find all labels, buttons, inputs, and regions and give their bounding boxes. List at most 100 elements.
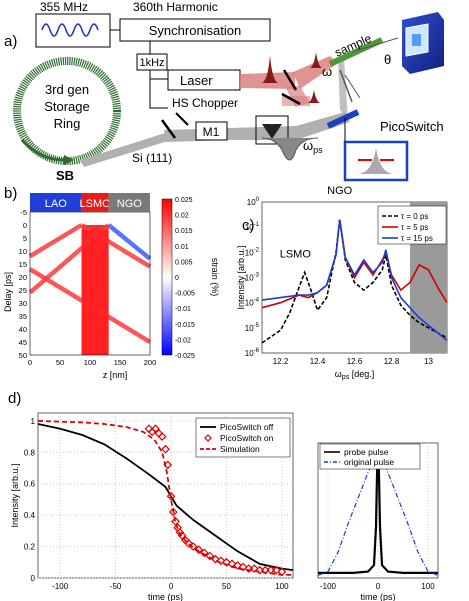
rf-frequency-label: 355 MHz [40, 0, 88, 14]
colorbar-tick: -0.015 [175, 322, 195, 329]
si-crystal [160, 119, 177, 139]
transient-marker [199, 548, 209, 558]
storage-ring [13, 57, 121, 165]
transient-marker [157, 432, 167, 441]
transient-marker [205, 551, 215, 561]
layer-header-lao [30, 193, 82, 212]
transient-marker [222, 557, 231, 567]
reflected-beam-upper [339, 69, 353, 103]
xray-beam-3 [230, 126, 296, 140]
theta-label: θ [384, 52, 391, 67]
transient-marker [260, 565, 270, 575]
layer-label-lsmo: LSMO [80, 198, 112, 210]
khz-to-chopper-wire [149, 79, 168, 109]
sample-plate [328, 37, 384, 67]
transient-legend-entry: PicoSwitch on [220, 433, 274, 443]
laser-beam-to-sample [293, 56, 338, 89]
transient-x-tick: 100 [275, 582, 289, 591]
pulse-x-tick: 100 [421, 582, 435, 591]
diffraction-y-tick: 10-3 [245, 273, 260, 283]
colorbar-tick: 0.02 [175, 213, 189, 220]
ring-label-line2: Storage [44, 99, 90, 114]
xray-pulse-profile [261, 137, 319, 161]
heatmap-y-tick: 20 [19, 273, 27, 282]
reflected-beam-lower [344, 74, 361, 99]
diffraction-series-1 [261, 219, 448, 344]
layer-label-ngo: NGO [117, 198, 143, 210]
laser-mirror-2 [281, 92, 301, 106]
heatmap-y-axis-label: Delay [ps] [3, 272, 13, 312]
colorbar-tick: 0.025 [175, 197, 193, 204]
strain-front-1 [28, 223, 83, 259]
transient-y-axis-label: Intensity [arb.u.] [10, 463, 20, 527]
colorbar-tick: -0.01 [175, 306, 191, 313]
laser-pulse-3 [308, 90, 320, 103]
electron-path-arrow [20, 138, 65, 162]
diffraction-legend-entry: τ = 15 ps [401, 234, 433, 243]
rf-sine-wave [41, 23, 99, 37]
heatmap-y-tick: 25 [19, 286, 27, 295]
diffraction-x-tick: 12.6 [347, 357, 363, 366]
electron-arrowhead-icon [64, 155, 74, 165]
transient-y-tick: 0 [31, 574, 36, 583]
transient-y-tick: 0.6 [24, 480, 36, 489]
transient-x-tick: 50 [222, 582, 231, 591]
heatmap-x-tick: 150 [114, 358, 127, 367]
diffraction-y-tick: 10-6 [245, 348, 260, 358]
diffraction-series-3 [261, 219, 448, 342]
xray-beam-1 [80, 133, 168, 167]
transient-legend [195, 417, 291, 458]
transient-x-axis-label: time (ps) [148, 592, 183, 601]
xray-beam-to-switch [296, 112, 350, 140]
transient-x-tick: 0 [169, 582, 174, 591]
colorbar-tick: -0.005 [175, 291, 195, 298]
peak-label-ngo: NGO [327, 185, 353, 197]
diffraction-x-tick: 12.8 [384, 357, 400, 366]
sb-label: SB [56, 168, 74, 183]
panel-d-label: d) [8, 390, 21, 407]
transient-legend-entry: PicoSwitch off [220, 422, 274, 432]
khz-label: 1kHz [139, 57, 164, 69]
diffraction-plot: 12.2 12.4 12.6 12.8 13 10-6 10-5 10-4 10-3 10-2 10… [236, 185, 448, 381]
laser-pulse-2 [310, 52, 322, 68]
transient-marker [255, 565, 265, 575]
sync-box [119, 18, 271, 42]
colorbar-ticks: 0.025 0.02 0.015 0.01 0.005 0 -0.005 -0.01 -0.01… [175, 197, 195, 360]
colorbar-tick: -0.02 [175, 337, 191, 344]
heatmap-x-tick: 200 [144, 358, 157, 367]
heatmap-y-tick: 30 [19, 299, 27, 308]
transient-marker [216, 556, 226, 566]
transient-marker [151, 424, 160, 434]
peak-label-lsmo: LSMO [280, 248, 312, 260]
transient-marker [175, 528, 185, 537]
diffraction-y-tick: 10-2 [245, 247, 260, 257]
transient-y-tick: 0.8 [24, 448, 36, 457]
colorbar-tick: 0.015 [175, 228, 193, 235]
diffraction-y-axis-label: Intensity [arb.u.] [236, 245, 246, 309]
transient-marker [238, 562, 248, 572]
transient-marker [166, 491, 176, 501]
panel-c-label: c) [242, 217, 255, 234]
diffraction-series-2 [261, 219, 448, 309]
panel-c: c) 12.2 12.4 12.6 12.8 13 10-6 10-5 10-4 10-3 10-… [236, 185, 448, 381]
transient-series-3 [37, 420, 293, 576]
transient-x-tick: -100 [52, 582, 69, 591]
transient-marker [161, 444, 170, 454]
si-label: Si (111) [132, 151, 172, 165]
pulse-x-axis-label: time (ps) [360, 592, 395, 601]
lsmo-core [81, 230, 109, 355]
sync-label: Synchronisation [149, 23, 242, 38]
transient-marker [184, 539, 194, 548]
diffraction-legend-entry: τ = 5 ps [401, 223, 428, 232]
diffraction-y-tick: 10-5 [245, 323, 260, 333]
strain-front-2 [107, 223, 152, 261]
diffraction-legend-entry: τ = 0 ps [401, 212, 428, 221]
transient-y-tick: 1 [31, 417, 36, 426]
transient-marker [272, 565, 281, 575]
heatmap-y-tick: 40 [19, 325, 27, 334]
transient-legend-swatch [204, 434, 212, 442]
transient-plot: -100 -50 0 50 100 0 0.2 0.4 0.6 0.8 1 time (ps) Inte… [10, 412, 294, 601]
